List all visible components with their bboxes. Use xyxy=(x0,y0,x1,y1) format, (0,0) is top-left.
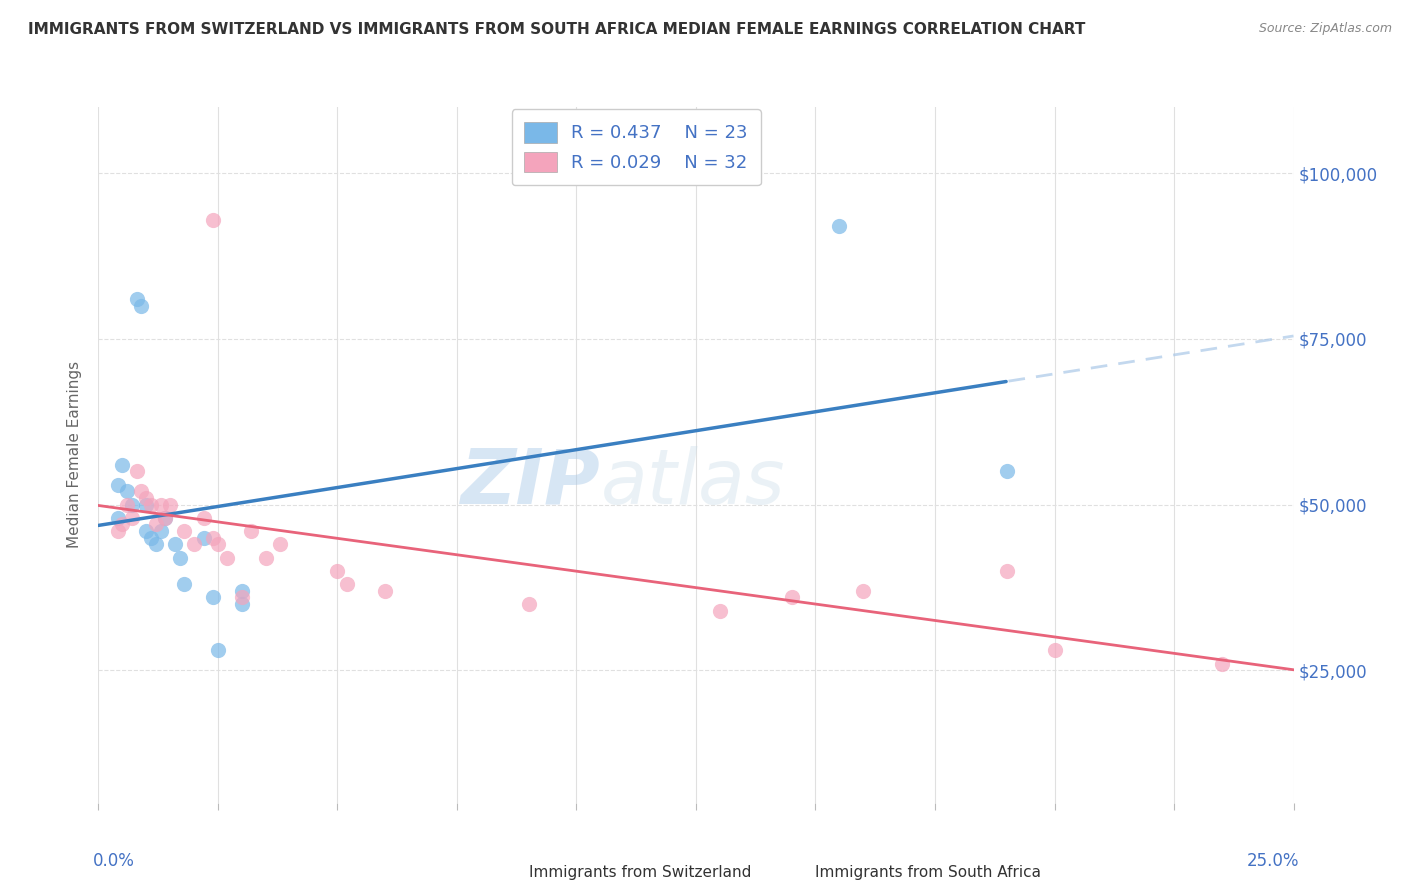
Point xyxy=(336,577,359,591)
Point xyxy=(163,537,186,551)
Point xyxy=(173,577,195,591)
Point xyxy=(193,531,215,545)
Point xyxy=(995,564,1018,578)
Text: 25.0%: 25.0% xyxy=(1247,852,1299,870)
Point xyxy=(207,643,229,657)
Point xyxy=(173,524,195,538)
Point xyxy=(517,597,540,611)
Point xyxy=(107,511,129,525)
Point xyxy=(159,498,181,512)
Point xyxy=(374,583,396,598)
Y-axis label: Median Female Earnings: Median Female Earnings xyxy=(67,361,83,549)
Point xyxy=(231,591,253,605)
Point xyxy=(269,537,291,551)
FancyBboxPatch shape xyxy=(773,852,813,876)
Point xyxy=(709,604,731,618)
Point xyxy=(202,212,225,227)
Point xyxy=(121,511,143,525)
Point xyxy=(780,591,803,605)
Point xyxy=(155,511,177,525)
Point xyxy=(145,537,167,551)
Point xyxy=(111,517,134,532)
Point xyxy=(111,458,134,472)
Point xyxy=(121,498,143,512)
Point xyxy=(139,498,162,512)
Point xyxy=(145,517,167,532)
FancyBboxPatch shape xyxy=(475,852,515,876)
Point xyxy=(1211,657,1233,671)
Point xyxy=(125,292,148,306)
Point xyxy=(326,564,349,578)
Text: IMMIGRANTS FROM SWITZERLAND VS IMMIGRANTS FROM SOUTH AFRICA MEDIAN FEMALE EARNIN: IMMIGRANTS FROM SWITZERLAND VS IMMIGRANT… xyxy=(28,22,1085,37)
Point xyxy=(149,524,172,538)
Point xyxy=(169,550,191,565)
Point xyxy=(828,219,851,234)
Text: 0.0%: 0.0% xyxy=(93,852,135,870)
Point xyxy=(131,484,153,499)
Point xyxy=(202,591,225,605)
Point xyxy=(231,597,253,611)
Point xyxy=(135,498,157,512)
Point xyxy=(155,511,177,525)
Text: Source: ZipAtlas.com: Source: ZipAtlas.com xyxy=(1258,22,1392,36)
Point xyxy=(115,498,138,512)
Point xyxy=(202,531,225,545)
Point xyxy=(115,484,138,499)
Point xyxy=(131,299,153,313)
Text: ZIP: ZIP xyxy=(461,446,600,520)
Point xyxy=(1043,643,1066,657)
Point xyxy=(231,583,253,598)
Point xyxy=(149,498,172,512)
Point xyxy=(183,537,205,551)
Point xyxy=(135,524,157,538)
Point xyxy=(107,477,129,491)
Point xyxy=(254,550,277,565)
Point xyxy=(240,524,263,538)
Legend: R = 0.437    N = 23, R = 0.029    N = 32: R = 0.437 N = 23, R = 0.029 N = 32 xyxy=(512,109,761,186)
Point xyxy=(217,550,239,565)
Point xyxy=(135,491,157,505)
Point xyxy=(139,531,162,545)
Point xyxy=(207,537,229,551)
Point xyxy=(852,583,875,598)
Text: Immigrants from Switzerland: Immigrants from Switzerland xyxy=(529,865,751,880)
Text: atlas: atlas xyxy=(600,446,785,520)
Text: Immigrants from South Africa: Immigrants from South Africa xyxy=(815,865,1042,880)
Point xyxy=(193,511,215,525)
Point xyxy=(995,465,1018,479)
Point xyxy=(125,465,148,479)
Point xyxy=(107,524,129,538)
